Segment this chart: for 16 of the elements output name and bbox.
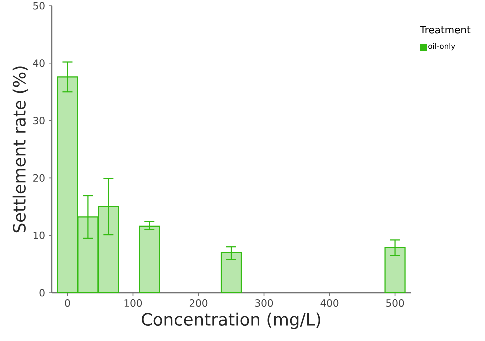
x-axis-title: Concentration (mg/L) (142, 312, 320, 330)
y-tick-label: 50 (34, 2, 45, 10)
x-tick-label: 500 (386, 300, 404, 308)
y-tick-label: 40 (33, 60, 45, 68)
bar (139, 226, 160, 294)
x-tick-label: 200 (190, 300, 208, 308)
y-tick-label: 0 (40, 289, 45, 297)
y-axis-title: Settlement rate (%) (12, 66, 28, 233)
x-tick-label: 400 (320, 300, 339, 308)
y-tick-label: 10 (34, 232, 45, 240)
legend-title: Treatment (420, 26, 471, 34)
y-tick-label: 30 (34, 117, 45, 125)
x-tick-label: 0 (65, 300, 70, 308)
x-tick-label: 300 (256, 300, 274, 308)
x-tick-label: 100 (124, 300, 142, 308)
y-tick-label: 20 (34, 174, 45, 182)
